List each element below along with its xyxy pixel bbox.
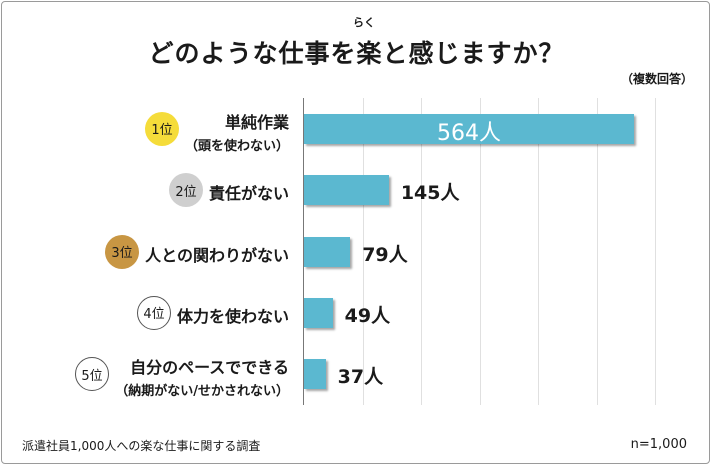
gridline (596, 98, 598, 405)
bar (304, 236, 351, 267)
category-label-sub: （頭を使わない） (184, 138, 289, 154)
rank-badge: 4位 (137, 295, 171, 330)
gridline (362, 98, 364, 405)
multiple-answer-note: （複数回答） (620, 72, 693, 86)
category-label-sub: （納期がない/せかされない） (115, 384, 289, 400)
rank-badge: 1位 (145, 111, 179, 146)
category-label: 責任がない (209, 180, 289, 204)
category-label: 単純作業 （頭を使わない） (185, 109, 289, 154)
category-label: 自分のペースでできる （納期がない/せかされない） (115, 354, 289, 399)
bar (304, 359, 326, 390)
gridline (479, 98, 481, 405)
rank-badge: 2位 (169, 173, 203, 208)
category-label-main: 単純作業 (224, 112, 289, 132)
rank-badge: 5位 (75, 357, 109, 392)
category-label-main: 人との関わりがない (145, 245, 289, 265)
bar (304, 113, 634, 144)
category-label-main: 体力を使わない (176, 306, 289, 326)
rank-badge: 3位 (105, 234, 139, 269)
ruby-annotation: らく (353, 16, 375, 29)
sample-size: n=1,000 (630, 437, 687, 452)
category-label: 人との関わりがない (145, 242, 289, 266)
bar (304, 175, 389, 206)
chart-title: どのような仕事を楽と感じますか？ (148, 39, 565, 68)
gridline (538, 98, 539, 405)
data-label: 145人 (400, 182, 460, 205)
bar (304, 297, 333, 328)
data-label: 49人 (344, 304, 391, 327)
category-axis (303, 98, 304, 405)
gridline (421, 98, 422, 405)
data-label: 564人 (436, 120, 501, 146)
data-label: 37人 (337, 366, 384, 389)
category-label-main: 責任がない (208, 184, 289, 204)
gridline (655, 98, 656, 405)
category-label: 体力を使わない (177, 303, 289, 327)
survey-source: 派遣社員1,000人への楽な仕事に関する調査 (22, 439, 261, 453)
category-label-main: 自分のペースでできる (130, 358, 289, 378)
data-label: 79人 (362, 243, 408, 266)
